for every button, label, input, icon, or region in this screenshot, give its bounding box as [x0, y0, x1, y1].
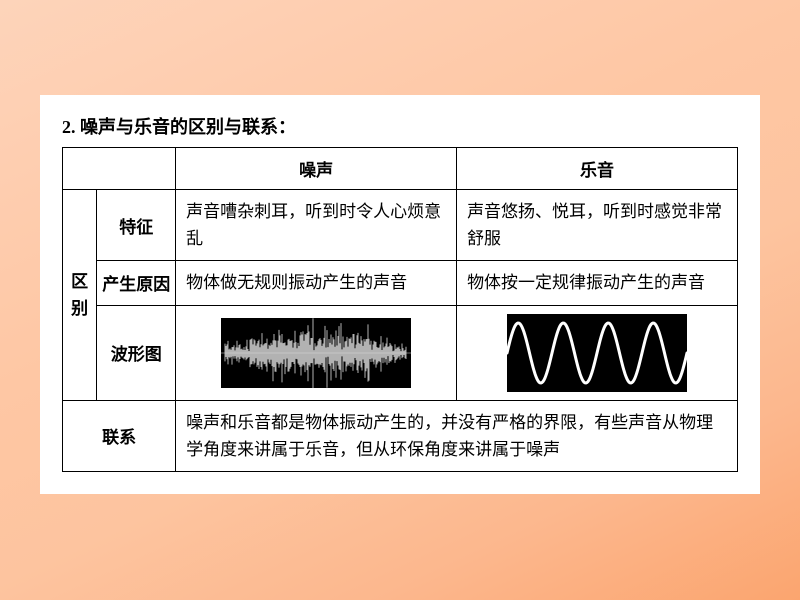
cell-waveform-music — [457, 305, 738, 400]
noise-waveform-icon — [221, 318, 411, 388]
group-label-difference: 区别 — [63, 190, 97, 401]
cell-relation-text: 噪声和乐音都是物体振动产生的，并没有严格的界限，有些声音从物理学角度来讲属于乐音… — [176, 400, 738, 471]
header-noise: 噪声 — [176, 148, 457, 190]
row-cause: 产生原因 物体做无规则振动产生的声音 物体按一定规律振动产生的声音 — [63, 261, 738, 305]
header-blank — [63, 148, 176, 190]
comparison-table: 噪声 乐音 区别 特征 声音嘈杂刺耳，听到时令人心烦意乱 声音悠扬、悦耳，听到时… — [62, 147, 738, 472]
header-music: 乐音 — [457, 148, 738, 190]
row-feature: 区别 特征 声音嘈杂刺耳，听到时令人心烦意乱 声音悠扬、悦耳，听到时感觉非常舒服 — [63, 190, 738, 261]
cell-cause-music: 物体按一定规律振动产生的声音 — [457, 261, 738, 305]
row-waveform: 波形图 — [63, 305, 738, 400]
cell-waveform-noise — [176, 305, 457, 400]
row-relation: 联系 噪声和乐音都是物体振动产生的，并没有严格的界限，有些声音从物理学角度来讲属… — [63, 400, 738, 471]
cell-feature-noise: 声音嘈杂刺耳，听到时令人心烦意乱 — [176, 190, 457, 261]
sine-waveform-icon — [507, 314, 687, 392]
row-label-waveform: 波形图 — [97, 305, 176, 400]
cell-cause-noise: 物体做无规则振动产生的声音 — [176, 261, 457, 305]
row-label-feature: 特征 — [97, 190, 176, 261]
row-label-cause: 产生原因 — [97, 261, 176, 305]
content-panel: 2. 噪声与乐音的区别与联系： 噪声 乐音 区别 特征 声音嘈杂刺耳，听到时令人… — [40, 95, 760, 494]
section-title: 2. 噪声与乐音的区别与联系： — [62, 113, 738, 139]
header-row: 噪声 乐音 — [63, 148, 738, 190]
cell-feature-music: 声音悠扬、悦耳，听到时感觉非常舒服 — [457, 190, 738, 261]
row-label-relation: 联系 — [63, 400, 176, 471]
